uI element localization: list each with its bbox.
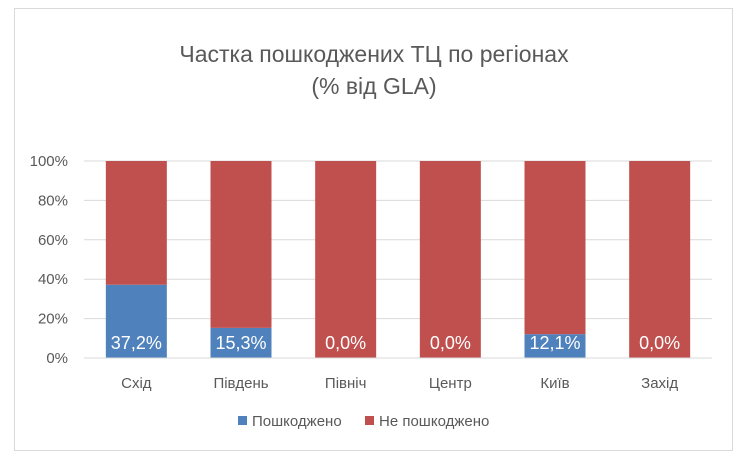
x-tick-label: Київ — [540, 375, 569, 392]
chart-title-line1: Частка пошкоджених ТЦ по регіонах — [179, 41, 569, 67]
x-tick-label: Південь — [213, 375, 268, 392]
data-label: 12,1% — [529, 333, 580, 353]
bar-damaged — [105, 284, 167, 358]
y-tick-label: 20% — [38, 311, 68, 328]
bar-undamaged — [105, 161, 167, 285]
chart-area — [14, 8, 733, 451]
data-label: 0,0% — [430, 333, 471, 353]
y-tick-label: 100% — [30, 153, 68, 170]
data-label: 37,2% — [111, 333, 162, 353]
legend-swatch — [365, 416, 374, 425]
data-label: 15,3% — [215, 333, 266, 353]
bar-undamaged — [210, 161, 272, 328]
data-label: 0,0% — [325, 333, 366, 353]
bar-damaged — [210, 327, 272, 358]
chart-title-line2: (% від GLA) — [311, 73, 437, 99]
x-tick-label: Північ — [325, 375, 367, 392]
legend-label: Пошкоджено — [252, 413, 342, 430]
legend-swatch — [238, 416, 247, 425]
bar-damaged — [524, 334, 586, 358]
data-label: 0,0% — [639, 333, 680, 353]
y-tick-label: 80% — [38, 192, 68, 209]
x-tick-label: Схід — [121, 375, 152, 392]
x-tick-label: Захід — [641, 375, 678, 392]
y-tick-label: 40% — [38, 271, 68, 288]
chart-title: Частка пошкоджених ТЦ по регіонах (% від… — [0, 38, 748, 102]
bar-undamaged — [315, 161, 377, 358]
y-tick-label: 0% — [46, 350, 68, 367]
bar-undamaged — [419, 161, 481, 358]
legend-label: Не пошкоджено — [379, 413, 489, 430]
x-tick-label: Центр — [429, 375, 472, 392]
bar-undamaged — [524, 161, 586, 335]
y-tick-label: 60% — [38, 232, 68, 249]
bar-undamaged — [629, 161, 691, 358]
